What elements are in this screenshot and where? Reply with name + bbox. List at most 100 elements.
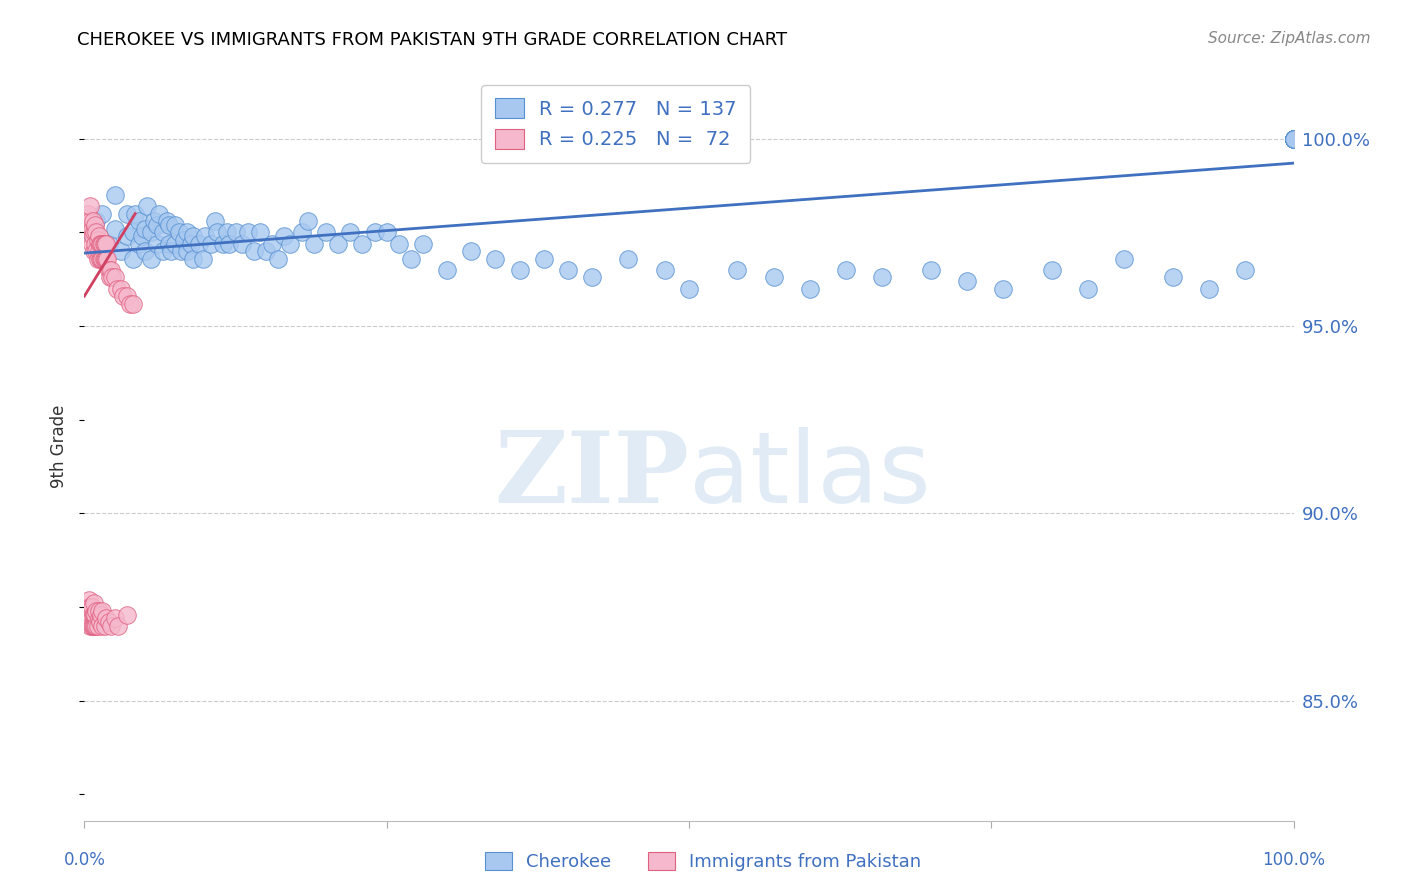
Point	[1282, 132, 1305, 146]
Point	[339, 226, 361, 240]
Point	[212, 236, 235, 251]
Point	[328, 236, 350, 251]
Point	[388, 236, 411, 251]
Point	[105, 282, 128, 296]
Point	[1282, 132, 1305, 146]
Point	[1282, 132, 1305, 146]
Point	[86, 619, 108, 633]
Point	[242, 244, 264, 259]
Point	[207, 226, 229, 240]
Point	[89, 252, 111, 266]
Point	[87, 229, 110, 244]
Point	[80, 221, 103, 235]
Point	[86, 252, 108, 266]
Point	[134, 221, 156, 235]
Point	[82, 229, 104, 244]
Point	[94, 611, 117, 625]
Point	[1282, 132, 1305, 146]
Point	[1077, 282, 1099, 296]
Point	[291, 226, 314, 240]
Point	[100, 263, 122, 277]
Point	[77, 207, 100, 221]
Point	[399, 252, 422, 266]
Point	[110, 282, 132, 296]
Point	[176, 244, 198, 259]
Point	[200, 236, 222, 251]
Point	[181, 252, 204, 266]
Point	[1282, 132, 1305, 146]
Point	[84, 607, 107, 622]
Point	[124, 207, 146, 221]
Point	[134, 244, 156, 259]
Point	[86, 244, 108, 259]
Point	[91, 604, 114, 618]
Point	[91, 252, 114, 266]
Point	[152, 226, 174, 240]
Point	[1282, 132, 1305, 146]
Point	[762, 270, 785, 285]
Point	[87, 611, 110, 625]
Point	[86, 604, 108, 618]
Point	[375, 226, 398, 240]
Point	[82, 607, 104, 622]
Point	[165, 236, 187, 251]
Point	[94, 236, 117, 251]
Text: 100.0%: 100.0%	[1263, 851, 1324, 869]
Point	[79, 199, 101, 213]
Point	[1282, 132, 1305, 146]
Point	[173, 233, 195, 247]
Point	[112, 289, 135, 303]
Point	[267, 252, 290, 266]
Point	[484, 252, 506, 266]
Point	[1282, 132, 1305, 146]
Point	[77, 600, 100, 615]
Point	[121, 226, 143, 240]
Point	[1234, 263, 1257, 277]
Point	[1282, 132, 1305, 146]
Point	[363, 226, 385, 240]
Point	[1282, 132, 1305, 146]
Point	[1282, 132, 1305, 146]
Point	[139, 252, 162, 266]
Point	[180, 236, 202, 251]
Point	[1282, 132, 1305, 146]
Point	[82, 619, 104, 633]
Point	[83, 596, 105, 610]
Point	[236, 226, 259, 240]
Point	[90, 607, 112, 622]
Point	[80, 619, 103, 633]
Point	[225, 226, 247, 240]
Point	[1282, 132, 1305, 146]
Point	[1282, 132, 1305, 146]
Text: 0.0%: 0.0%	[63, 851, 105, 869]
Point	[152, 244, 174, 259]
Point	[157, 236, 180, 251]
Point	[993, 282, 1015, 296]
Point	[1282, 132, 1305, 146]
Point	[94, 252, 117, 266]
Point	[97, 236, 120, 251]
Point	[581, 270, 603, 285]
Point	[191, 252, 214, 266]
Point	[120, 296, 142, 310]
Point	[77, 221, 100, 235]
Point	[436, 263, 458, 277]
Point	[1282, 132, 1305, 146]
Point	[146, 236, 169, 251]
Point	[89, 615, 111, 629]
Point	[121, 252, 143, 266]
Point	[1282, 132, 1305, 146]
Point	[143, 214, 166, 228]
Point	[1282, 132, 1305, 146]
Point	[160, 244, 183, 259]
Point	[254, 244, 277, 259]
Point	[1282, 132, 1305, 146]
Point	[188, 236, 211, 251]
Point	[84, 619, 107, 633]
Point	[86, 214, 108, 228]
Point	[104, 611, 127, 625]
Point	[87, 244, 110, 259]
Point	[86, 619, 108, 633]
Point	[100, 619, 122, 633]
Point	[79, 619, 101, 633]
